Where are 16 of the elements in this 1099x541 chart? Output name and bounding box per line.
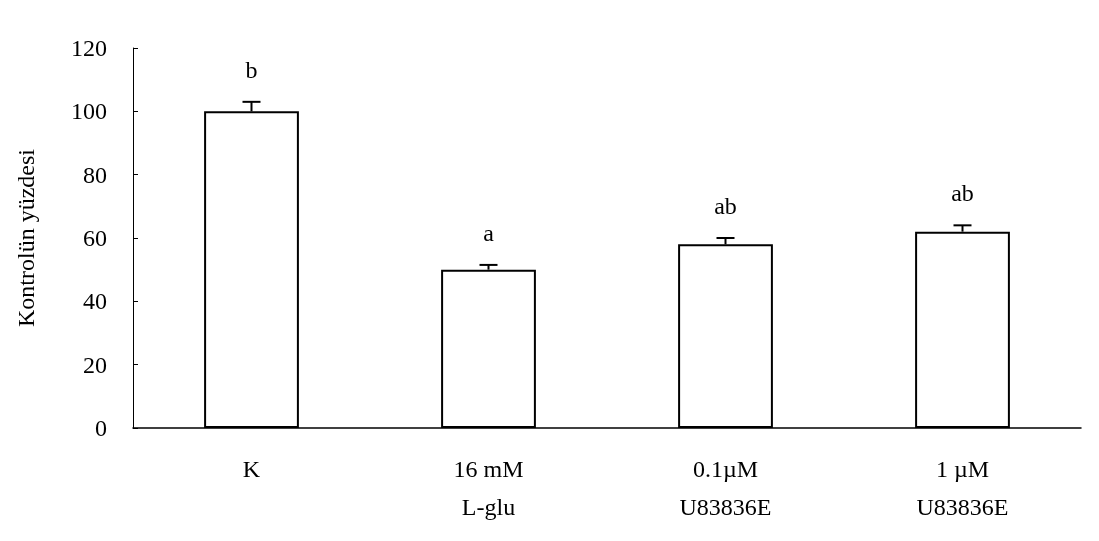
y-tick-label: 40: [83, 288, 107, 315]
y-tick-label: 120: [71, 35, 107, 61]
x-tick-label: 16 mM L-glu: [453, 456, 524, 520]
y-tick-label: 100: [71, 98, 107, 125]
annotation: ab: [714, 193, 737, 219]
annotation: b: [245, 56, 258, 83]
y-tick-label: 0: [95, 415, 107, 441]
annotation: ab: [951, 180, 974, 207]
x-tick-label: 1 µM U83836E: [916, 456, 1009, 520]
y-axis-title: Kontrolün yüzdesi: [13, 148, 39, 327]
annotation: a: [483, 219, 495, 246]
y-tick-label: 80: [83, 161, 107, 188]
y-tick-label: 60: [83, 225, 107, 251]
x-tick-label: 0.1µM U83836E: [679, 456, 772, 520]
y-tick-label: 20: [83, 351, 107, 378]
x-tick-label: K: [242, 456, 261, 482]
